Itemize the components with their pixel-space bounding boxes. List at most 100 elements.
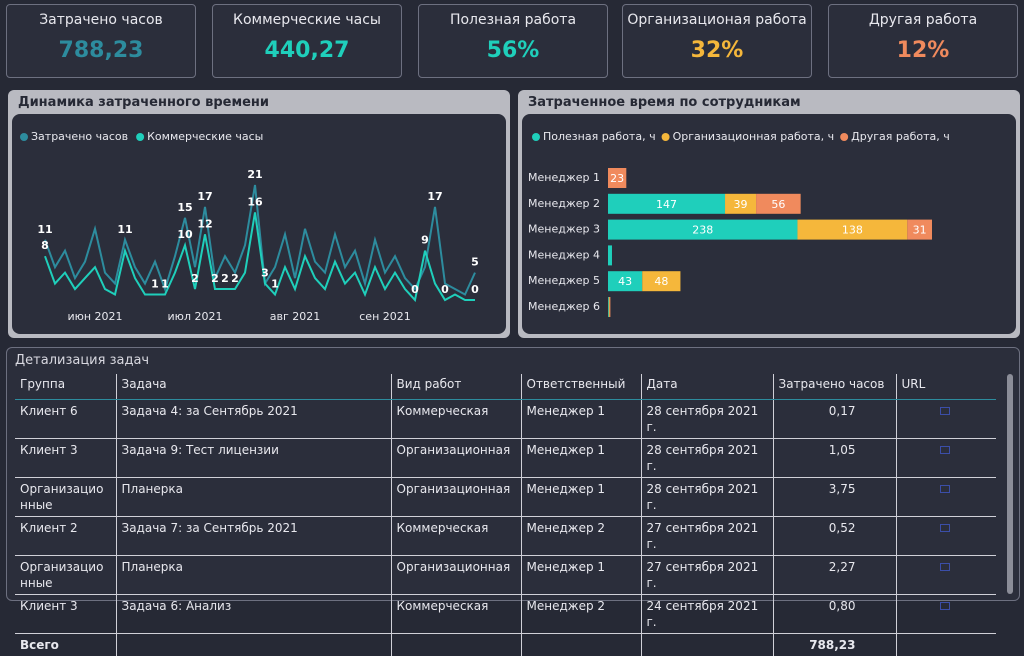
column-header: Вид работ: [391, 374, 521, 400]
column-header: Ответственный: [521, 374, 641, 400]
data-label: 12: [197, 217, 212, 230]
table-cell: 28 сентября 2021 г.: [641, 478, 773, 517]
table-cell: 0,17: [773, 400, 896, 439]
table-cell: Менеджер 1: [521, 439, 641, 478]
data-label: 8: [41, 239, 49, 252]
legend-label: Полезная работа, ч: [543, 130, 656, 143]
table-cell: [641, 634, 773, 656]
scrollbar[interactable]: [1007, 374, 1013, 594]
data-label: 147: [656, 198, 677, 211]
data-label: 2: [231, 272, 239, 285]
url-cell: [896, 595, 996, 634]
table-cell: Задача 7: за Сентябрь 2021: [116, 517, 391, 556]
data-label: 3: [261, 267, 269, 280]
data-label: 0: [411, 283, 419, 296]
column-header: Затрачено часов: [773, 374, 896, 400]
data-label: 138: [842, 224, 863, 237]
data-label: 0: [471, 283, 479, 296]
table-cell: Организационная: [391, 556, 521, 595]
link-icon[interactable]: [940, 485, 950, 493]
bar-chart: Полезная работа, ч Организационная работа…: [512, 0, 1024, 340]
table-cell: Менеджер 1: [521, 478, 641, 517]
data-label: 1: [151, 278, 159, 291]
table-cell: Задача 6: Анализ: [116, 595, 391, 634]
table-cell: Менеджер 1: [521, 556, 641, 595]
legend-label: Организационная работа, ч: [673, 130, 835, 143]
x-tick-label: авг 2021: [270, 310, 321, 323]
table-cell: 3,75: [773, 478, 896, 517]
url-cell: [896, 478, 996, 517]
table-cell: 2,27: [773, 556, 896, 595]
data-label: 11: [37, 223, 52, 236]
table-cell: 0,52: [773, 517, 896, 556]
url-cell: [896, 556, 996, 595]
table-cell: Коммерческая: [391, 517, 521, 556]
table-cell: 1,05: [773, 439, 896, 478]
legend-label: Другая работа, ч: [851, 130, 950, 143]
table-cell: Менеджер 2: [521, 517, 641, 556]
table-cell: Организационные: [15, 556, 116, 595]
data-label: 43: [618, 275, 632, 288]
column-header: Группа: [15, 374, 116, 400]
table-cell: Организационная: [391, 478, 521, 517]
table-cell: [391, 634, 521, 656]
column-header: Задача: [116, 374, 391, 400]
link-icon[interactable]: [940, 602, 950, 610]
data-label: 2: [191, 272, 199, 285]
data-label: 21: [247, 168, 262, 181]
table-cell: 28 сентября 2021 г.: [641, 400, 773, 439]
data-label: 5: [471, 256, 479, 269]
data-label: 11: [117, 223, 132, 236]
x-tick-label: июл 2021: [168, 310, 223, 323]
column-header: Дата: [641, 374, 773, 400]
table-cell: 27 сентября 2021 г.: [641, 517, 773, 556]
data-label: 2: [211, 272, 219, 285]
table-cell: [116, 634, 391, 656]
data-label: 31: [913, 224, 927, 237]
legend-marker: [20, 133, 28, 141]
table-cell: 27 сентября 2021 г.: [641, 556, 773, 595]
table-cell: 28 сентября 2021 г.: [641, 439, 773, 478]
x-tick-label: июн 2021: [67, 310, 122, 323]
column-header: URL: [896, 374, 996, 400]
link-icon[interactable]: [940, 524, 950, 532]
x-tick-label: сен 2021: [359, 310, 411, 323]
data-label: 0: [441, 283, 449, 296]
y-tick-label: Менеджер 5: [528, 274, 600, 287]
bar-segment: [609, 297, 610, 317]
data-label: 15: [177, 201, 192, 214]
table-title: Детализация задач: [15, 353, 149, 368]
table-cell: Планерка: [116, 478, 391, 517]
legend-label: Затрачено часов: [31, 130, 128, 143]
data-label: 1: [271, 278, 279, 291]
y-tick-label: Менеджер 4: [528, 248, 600, 261]
bar-segment: [610, 297, 611, 317]
data-label: 17: [427, 190, 442, 203]
table-cell: Коммерческая: [391, 400, 521, 439]
link-icon[interactable]: [940, 407, 950, 415]
table-cell: Клиент 3: [15, 595, 116, 634]
data-label: 10: [177, 228, 193, 241]
table-cell: Менеджер 1: [521, 400, 641, 439]
legend-marker: [840, 133, 848, 141]
table-cell: [896, 634, 996, 656]
link-icon[interactable]: [940, 563, 950, 571]
url-cell: [896, 439, 996, 478]
table-cell: Организационная: [391, 439, 521, 478]
legend-marker: [662, 133, 670, 141]
link-icon[interactable]: [940, 446, 950, 454]
data-label: 17: [197, 190, 212, 203]
table-cell: Клиент 2: [15, 517, 116, 556]
data-label: 56: [771, 198, 785, 211]
table-cell: Клиент 6: [15, 400, 116, 439]
data-label: 23: [610, 172, 624, 185]
